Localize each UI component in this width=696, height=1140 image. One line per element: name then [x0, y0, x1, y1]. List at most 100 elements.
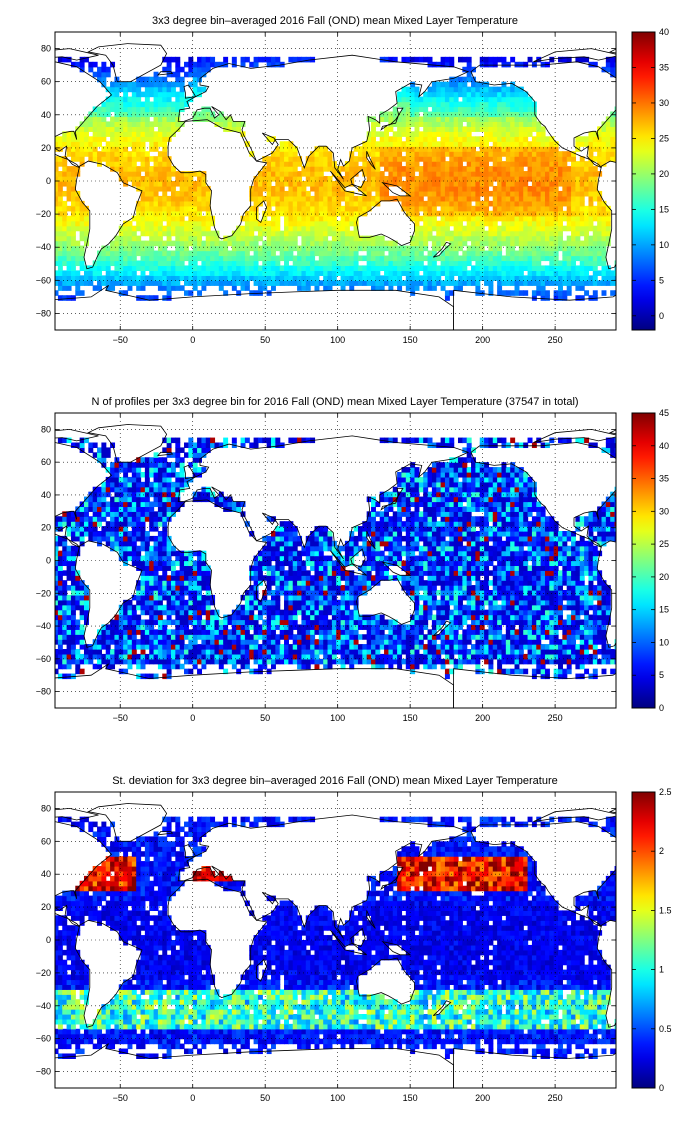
heatmap-cell [418, 121, 424, 127]
heatmap-cell [544, 156, 550, 162]
heatmap-cell [288, 181, 294, 187]
heatmap-cell [427, 86, 433, 93]
heatmap-cell [475, 126, 481, 132]
heatmap-cell [592, 644, 598, 650]
heatmap-cell [418, 225, 424, 232]
heatmap-cell [253, 185, 259, 192]
heatmap-cell [153, 156, 159, 162]
heatmap-cell [540, 250, 546, 257]
heatmap-cell [318, 166, 324, 172]
heatmap-cell [327, 644, 333, 650]
heatmap-cell [484, 255, 490, 262]
heatmap-cell [466, 106, 472, 113]
heatmap-cell [531, 265, 537, 271]
heatmap-cell [418, 634, 424, 640]
heatmap-cell [327, 285, 333, 291]
heatmap-cell [236, 653, 242, 660]
heatmap-cell [244, 285, 250, 291]
heatmap-cell [170, 629, 176, 635]
heatmap-cell [484, 111, 490, 118]
heatmap-cell [505, 146, 511, 152]
heatmap-cell [244, 210, 250, 217]
heatmap-cell [192, 116, 198, 122]
heatmap-cell [523, 96, 529, 103]
heatmap-cell [588, 200, 594, 207]
heatmap-cell [301, 171, 307, 177]
heatmap-cell [240, 639, 246, 645]
heatmap-cell [201, 639, 207, 645]
heatmap-cell [136, 644, 142, 650]
heatmap-cell [566, 644, 572, 650]
heatmap-cell [440, 210, 446, 217]
heatmap-cell [318, 176, 324, 182]
heatmap-cell [357, 649, 363, 655]
heatmap-cell [497, 280, 503, 286]
heatmap-cell [527, 280, 533, 286]
heatmap-cell [431, 663, 437, 670]
heatmap-cell [184, 250, 189, 257]
heatmap-cell [127, 156, 133, 162]
heatmap-cell [605, 240, 611, 247]
heatmap-cell [149, 658, 155, 665]
heatmap-cell [453, 190, 459, 197]
heatmap-cell [236, 270, 242, 276]
heatmap-cell [553, 634, 559, 640]
heatmap-cell [505, 250, 511, 257]
heatmap-cell [462, 653, 468, 660]
heatmap-cell [497, 106, 503, 113]
heatmap-cell [301, 235, 307, 242]
heatmap-cell [270, 280, 276, 286]
heatmap-cell [514, 101, 520, 108]
heatmap-cell [205, 116, 211, 122]
heatmap-cell [197, 265, 203, 271]
heatmap-cell [188, 634, 194, 640]
heatmap-cell [540, 280, 546, 286]
heatmap-cell [484, 101, 490, 108]
heatmap-cell [531, 255, 537, 262]
heatmap-cell [462, 136, 468, 142]
heatmap-cell [297, 225, 303, 232]
heatmap-cell [279, 235, 285, 242]
heatmap-cell [471, 161, 476, 167]
heatmap-cell [70, 210, 76, 217]
heatmap-cell [427, 166, 433, 172]
heatmap-cell [518, 146, 524, 152]
heatmap-cell [270, 230, 276, 237]
heatmap-cell [484, 270, 490, 276]
heatmap-cell [166, 200, 172, 207]
heatmap-cell [562, 195, 568, 202]
heatmap-cell [127, 230, 133, 237]
heatmap-cell [614, 658, 616, 665]
heatmap-cell [331, 634, 337, 640]
heatmap-cell [605, 116, 611, 122]
heatmap-cell [257, 663, 263, 670]
heatmap-cell [518, 171, 524, 177]
heatmap-cell [392, 639, 398, 645]
heatmap-cell [414, 111, 420, 118]
heatmap-cell [305, 663, 311, 670]
heatmap-cell [249, 220, 255, 227]
heatmap-cell [157, 629, 163, 635]
heatmap-cell [270, 185, 276, 192]
heatmap-cell [462, 265, 468, 271]
heatmap-cell [505, 649, 511, 655]
heatmap-cell [462, 56, 468, 63]
heatmap-cell [375, 639, 381, 645]
heatmap-cell [575, 673, 581, 680]
heatmap-cell [449, 240, 455, 247]
heatmap-cell [97, 111, 102, 118]
heatmap-cell [223, 668, 229, 675]
heatmap-cell [310, 280, 316, 286]
heatmap-cell [505, 116, 511, 122]
heatmap-cell [170, 275, 176, 281]
heatmap-cell [427, 210, 433, 217]
heatmap-cell [55, 215, 59, 222]
heatmap-cell [457, 185, 463, 192]
heatmap-cell [105, 260, 111, 267]
heatmap-cell [571, 649, 577, 655]
heatmap-cell [270, 215, 276, 222]
heatmap-cell [505, 260, 511, 267]
heatmap-cell [136, 235, 142, 242]
heatmap-cell [588, 265, 594, 271]
heatmap-cell [305, 220, 311, 227]
